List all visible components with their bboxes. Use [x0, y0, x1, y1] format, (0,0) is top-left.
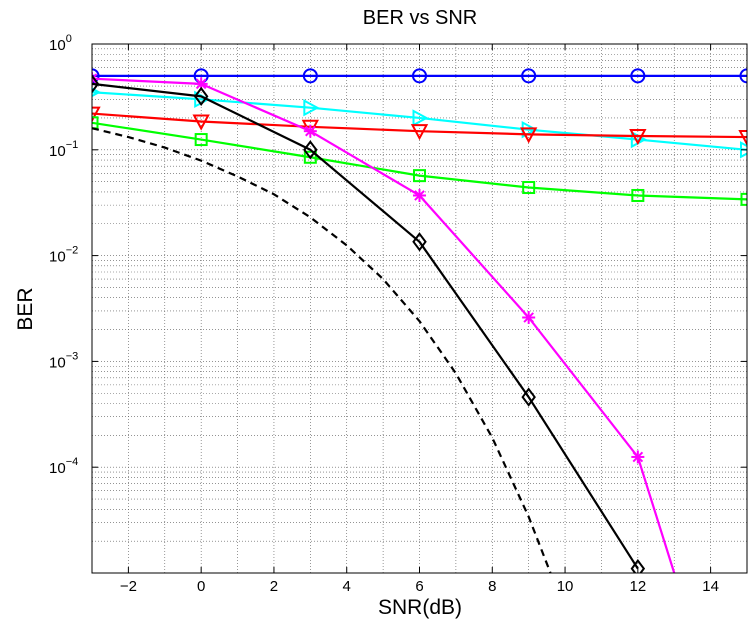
x-tick-label: 4: [343, 578, 351, 595]
diamond-marker: [521, 387, 536, 407]
circle-marker: [302, 68, 318, 84]
star-marker-stroke: [523, 312, 534, 323]
triangle-down-marker: [738, 130, 747, 147]
triangle-down-marker: [410, 124, 429, 141]
x-tick-label: −2: [120, 578, 137, 595]
ticks: −2 0 2 4 6 8 10 12 14 100 10−1 10−2 10−3 10−4: [49, 33, 747, 595]
x-tick-label: 0: [197, 578, 205, 595]
circle-marker: [630, 68, 646, 84]
x-tick-label: 14: [702, 578, 719, 595]
series-line: [92, 112, 747, 139]
square-marker: [522, 181, 536, 195]
circle-marker: [412, 68, 427, 84]
x-axis-label: SNR(dB): [378, 596, 462, 619]
x-tick-label: 12: [629, 578, 646, 595]
x-tick-label: 8: [488, 578, 496, 595]
square-marker: [413, 169, 426, 183]
star-marker-stroke: [305, 125, 316, 137]
series-6: [92, 74, 646, 573]
star-marker-stroke: [92, 73, 98, 81]
star-marker-stroke: [92, 77, 98, 84]
y-tick-label: 10−2: [49, 245, 78, 266]
series-3: [92, 106, 747, 147]
square-marker: [194, 133, 208, 147]
x-tick-label: 10: [557, 578, 574, 595]
triangle-down-marker: [519, 127, 538, 144]
square-marker: [740, 192, 747, 206]
circle-marker: [92, 68, 100, 84]
circle-marker: [739, 68, 747, 84]
grid: [92, 44, 747, 574]
diamond-marker: [193, 86, 209, 107]
diamond-marker: [630, 558, 646, 573]
square-marker: [92, 116, 99, 130]
series-line: [92, 82, 639, 570]
x-tick-label: 6: [415, 578, 423, 595]
star-marker-stroke: [414, 190, 425, 201]
square-marker: [631, 188, 645, 202]
diamond-marker: [92, 74, 100, 94]
star-marker-stroke: [195, 78, 207, 90]
triangle-down-marker: [92, 106, 101, 123]
x-tick-label: 2: [270, 578, 278, 595]
chart-title: BER vs SNR: [363, 7, 477, 29]
y-tick-label: 10−1: [49, 139, 78, 160]
y-tick-label: 10−4: [49, 456, 78, 477]
series-line: [92, 121, 747, 201]
y-tick-label: 10−3: [49, 350, 78, 371]
series-line: [92, 91, 747, 151]
triangle-right-marker: [303, 99, 320, 117]
y-tick-label: 100: [49, 33, 72, 54]
diamond-marker: [303, 140, 318, 160]
triangle-right-marker: [412, 109, 429, 127]
triangle-down-marker: [192, 114, 210, 131]
square-marker: [303, 150, 317, 164]
series-4: [92, 116, 747, 206]
triangle-down-marker: [629, 129, 647, 146]
y-axis-label: BER: [14, 287, 37, 330]
series-5: [92, 72, 676, 573]
diamond-marker: [412, 232, 427, 252]
star-marker-stroke: [632, 451, 644, 463]
circle-marker: [521, 68, 537, 84]
